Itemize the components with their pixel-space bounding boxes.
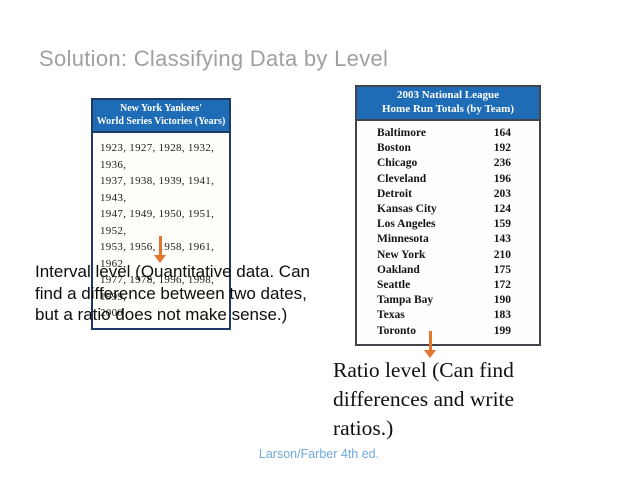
team-total: 143 xyxy=(493,233,511,246)
year-line: 1953, 1956, 1958, 1961, 1962, xyxy=(100,241,215,270)
team-total: 199 xyxy=(493,324,511,337)
year-line: 1977, 1978, 1996, 1998, 1999, xyxy=(100,274,215,303)
team-name: Chicago xyxy=(377,157,418,170)
team-total: 175 xyxy=(493,263,511,276)
team-name: Minnesota xyxy=(377,233,429,246)
table-row: Toronto 199 xyxy=(377,324,511,339)
year-line: 1947, 1949, 1950, 1951, 1952, xyxy=(100,208,215,237)
team-name: Oakland xyxy=(377,263,420,276)
table-row: Baltimore 164 xyxy=(377,126,511,141)
table-row: Tampa Bay 190 xyxy=(377,293,511,308)
year-line: 2000 xyxy=(100,307,124,319)
arrow-head-icon xyxy=(424,350,436,358)
year-line: 1937, 1938, 1939, 1941, 1943, xyxy=(100,175,215,204)
table-row: Minnesota 143 xyxy=(377,232,511,247)
interval-level-note: Interval level (Quantitative data. Can f… xyxy=(35,262,310,324)
team-total: 210 xyxy=(493,248,511,261)
team-total: 159 xyxy=(493,218,511,231)
yankees-header-line2: World Series Victories (Years) xyxy=(96,115,226,127)
team-name: Tampa Bay xyxy=(377,294,434,307)
yankees-table-header: New York Yankees' World Series Victories… xyxy=(93,100,229,133)
arrow-stem xyxy=(158,236,162,255)
team-total: 183 xyxy=(493,309,511,322)
team-name: Baltimore xyxy=(377,127,426,139)
ratio-level-note: Ratio level (Can find differences and wr… xyxy=(333,358,515,440)
table-row: Detroit 203 xyxy=(377,187,511,202)
table-row: New York 210 xyxy=(377,248,511,263)
homerun-table: 2003 National League Home Run Totals (by… xyxy=(355,85,541,346)
homerun-table-header: 2003 National League Home Run Totals (by… xyxy=(357,87,539,121)
page-title: Solution: Classifying Data by Level xyxy=(39,46,389,71)
homerun-rows: Baltimore 164 Boston 192 Chicago 236 Cleveland… xyxy=(357,121,539,344)
yankees-header-line1: New York Yankees' xyxy=(119,103,203,114)
team-total: 190 xyxy=(493,294,511,307)
team-name: Detroit xyxy=(377,187,412,200)
table-row: Seattle 172 xyxy=(377,278,511,293)
down-arrow-interval xyxy=(150,236,170,263)
team-name: Los Angeles xyxy=(377,218,436,231)
yankees-table: New York Yankees' World Series Victories… xyxy=(91,98,231,330)
year-line: 1923, 1927, 1928, 1932, 1936, xyxy=(100,142,215,171)
arrow-head-icon xyxy=(154,255,166,263)
team-name: New York xyxy=(377,248,426,261)
team-total: 164 xyxy=(493,127,511,139)
table-row: Oakland 175 xyxy=(377,263,511,278)
team-total: 236 xyxy=(493,157,511,170)
team-name: Seattle xyxy=(377,279,411,292)
homerun-header-line2: Home Run Totals (by Team) xyxy=(381,102,515,115)
table-row: Kansas City 124 xyxy=(377,202,511,217)
footer-credit: Larson/Farber 4th ed. xyxy=(258,447,380,461)
table-row: Cleveland 196 xyxy=(377,172,511,187)
yankees-years: 1923, 1927, 1928, 1932, 1936, 1937, 1938,… xyxy=(93,133,229,328)
table-row: Boston 192 xyxy=(377,141,511,156)
team-total: 124 xyxy=(493,203,511,216)
table-row: Los Angeles 159 xyxy=(377,217,511,232)
team-total: 192 xyxy=(493,142,511,155)
team-name: Toronto xyxy=(377,324,416,337)
down-arrow-ratio xyxy=(420,331,440,358)
table-row: Texas 183 xyxy=(377,308,511,323)
team-name: Boston xyxy=(377,142,411,155)
homerun-header-line1: 2003 National League xyxy=(396,89,500,101)
team-total: 172 xyxy=(493,279,511,292)
team-total: 203 xyxy=(493,187,511,200)
team-name: Texas xyxy=(377,309,405,322)
team-total: 196 xyxy=(493,172,511,185)
table-row: Chicago 236 xyxy=(377,156,511,171)
team-name: Kansas City xyxy=(377,203,437,216)
arrow-stem xyxy=(428,331,432,350)
team-name: Cleveland xyxy=(377,172,427,185)
